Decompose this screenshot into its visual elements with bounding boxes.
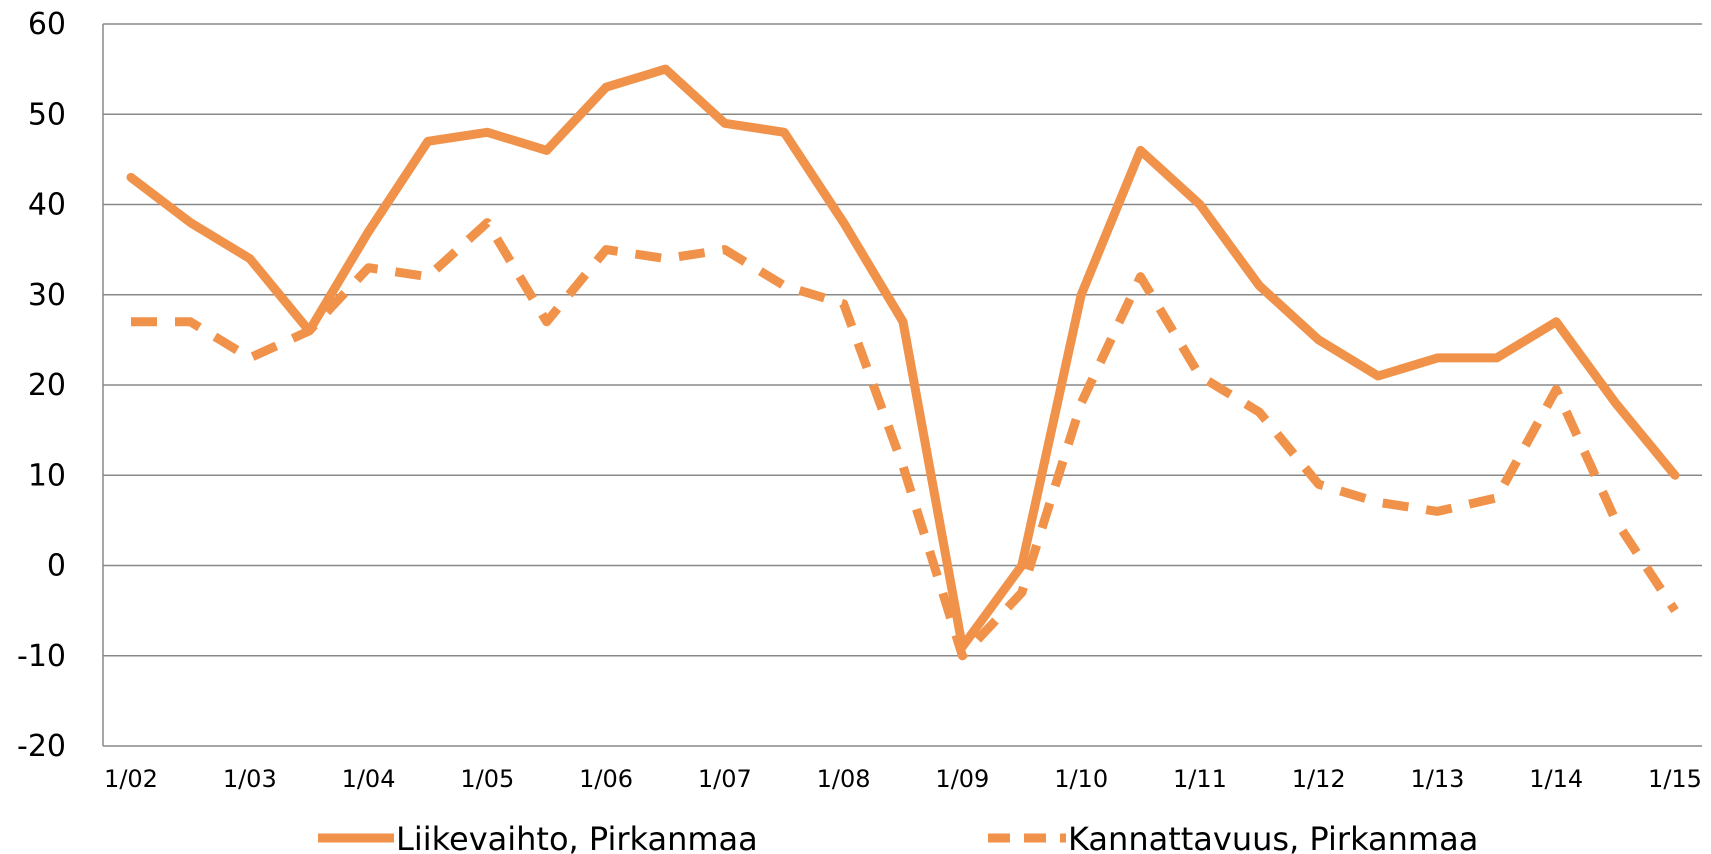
x-tick-label: 1/08: [817, 765, 871, 793]
series-lines: [126, 64, 1680, 661]
x-tick-label: 1/04: [342, 765, 396, 793]
x-tick-label: 1/13: [1411, 765, 1465, 793]
legend: Liikevaihto, Pirkanmaa Kannattavuus, Pir…: [318, 820, 1478, 854]
series-line-liikevaihto: [126, 64, 1680, 652]
y-tick-labels: 60 50 40 30 20 10 0 -10 -20: [17, 7, 66, 764]
y-tick-label: -20: [17, 729, 66, 764]
x-tick-label: 1/09: [935, 765, 989, 793]
series-line-kannattavuus: [131, 218, 1679, 661]
y-tick-label: 60: [28, 7, 66, 42]
x-tick-label: 1/07: [698, 765, 752, 793]
y-tick-label: 30: [28, 278, 66, 313]
x-tick-label: 1/11: [1173, 765, 1227, 793]
legend-label: Kannattavuus, Pirkanmaa: [1068, 820, 1478, 854]
x-tick-label: 1/05: [460, 765, 514, 793]
x-tick-label: 1/10: [1054, 765, 1108, 793]
y-tick-label: -10: [17, 639, 66, 674]
x-tick-label: 1/12: [1292, 765, 1346, 793]
x-tick-label: 1/02: [104, 765, 158, 793]
x-tick-label: 1/15: [1648, 765, 1702, 793]
y-tick-label: 50: [28, 97, 66, 132]
x-tick-label: 1/03: [223, 765, 277, 793]
legend-item-liikevaihto: Liikevaihto, Pirkanmaa: [318, 820, 758, 854]
y-tick-label: 10: [28, 458, 66, 493]
y-tick-label: 40: [28, 188, 66, 223]
x-tick-labels: 1/02 1/03 1/04 1/05 1/06 1/07 1/08 1/09 1/10 1/11…: [104, 765, 1702, 793]
y-tick-label: 20: [28, 368, 66, 403]
y-tick-label: 0: [47, 549, 66, 584]
x-tick-label: 1/06: [579, 765, 633, 793]
legend-item-kannattavuus: Kannattavuus, Pirkanmaa: [988, 820, 1478, 854]
axes: [102, 24, 1702, 747]
x-tick-label: 1/14: [1529, 765, 1583, 793]
legend-label: Liikevaihto, Pirkanmaa: [396, 820, 758, 854]
